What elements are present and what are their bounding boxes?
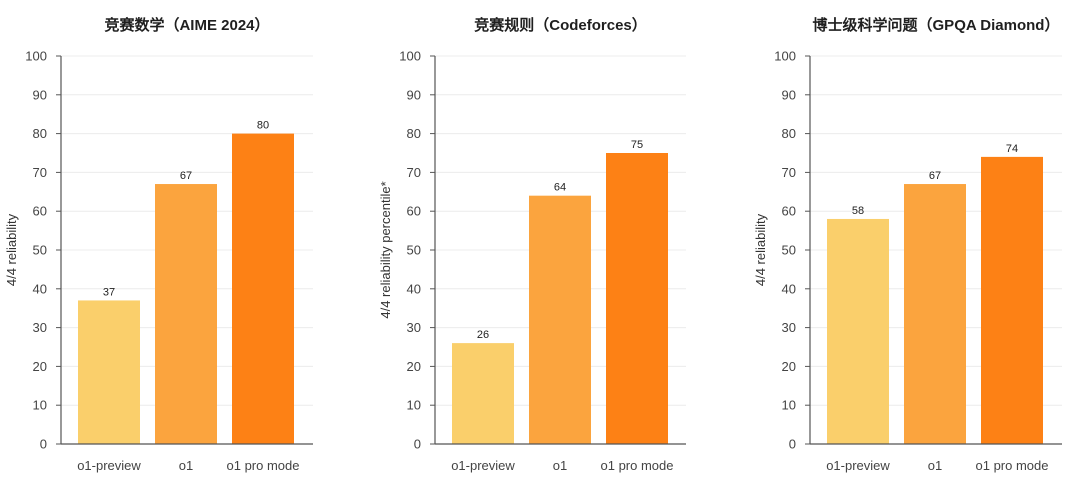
- y-tick-label: 10: [782, 398, 796, 413]
- bar-o1-pro-mode: [232, 133, 294, 444]
- data-label: 67: [929, 170, 941, 182]
- x-category-label: o1 pro mode: [976, 458, 1049, 473]
- y-tick-label: 100: [25, 49, 47, 64]
- chart-panel-2: 竞赛规则（Codeforces） 0 10 20 30 40 50 60 70 80 90 100 4/…: [378, 16, 686, 473]
- chart-panel-1: 竞赛数学（AIME 2024） 0 10 20 30 40 50 60 70 80 90 100 4/4…: [4, 16, 313, 473]
- x-category-label: o1 pro mode: [601, 458, 674, 473]
- y-tick-label: 0: [789, 437, 796, 452]
- y-tick-label: 90: [407, 87, 421, 102]
- x-category-label: o1 pro mode: [227, 458, 300, 473]
- y-tick-label: 30: [782, 320, 796, 335]
- y-tick-label: 100: [774, 49, 796, 64]
- bar-o1-preview: [827, 218, 889, 444]
- y-axis-label: 4/4 reliability percentile*: [378, 181, 393, 318]
- y-tick-label: 90: [782, 87, 796, 102]
- y-tick-label: 70: [782, 165, 796, 180]
- x-category-label: o1: [553, 458, 567, 473]
- y-tick-label: 20: [782, 359, 796, 374]
- y-tick-label: 80: [407, 126, 421, 141]
- y-tick-label: 90: [33, 87, 47, 102]
- y-tick-label: 100: [399, 49, 421, 64]
- x-category-label: o1: [928, 458, 942, 473]
- bar-o1: [155, 184, 217, 445]
- bar-o1-pro-mode: [981, 156, 1043, 444]
- y-tick-label: 80: [782, 126, 796, 141]
- y-tick-label: 40: [407, 281, 421, 296]
- bar-o1-pro-mode: [606, 153, 668, 444]
- chart-title: 博士级科学问题（GPQA Diamond）: [813, 16, 1060, 34]
- data-label: 67: [180, 170, 192, 182]
- y-tick-label: 60: [407, 204, 421, 219]
- x-category-label: o1-preview: [826, 458, 890, 473]
- y-tick-label: 70: [33, 165, 47, 180]
- data-label: 75: [631, 139, 643, 151]
- chart-panel-3: 博士级科学问题（GPQA Diamond） 0 10 20 30 40 50 60 70 80 90…: [753, 16, 1062, 473]
- data-label: 58: [852, 205, 864, 217]
- y-tick-label: 80: [33, 126, 47, 141]
- y-tick-label: 0: [414, 437, 421, 452]
- bar-o1-preview: [78, 300, 140, 444]
- y-axis-label: 4/4 reliability: [753, 213, 768, 286]
- y-tick-label: 50: [782, 243, 796, 258]
- y-tick-label: 10: [407, 398, 421, 413]
- chart-title: 竞赛数学（AIME 2024）: [104, 16, 269, 34]
- data-label: 26: [477, 329, 489, 341]
- y-tick-label: 20: [33, 359, 47, 374]
- data-label: 74: [1006, 143, 1018, 155]
- x-category-label: o1-preview: [451, 458, 515, 473]
- y-tick-label: 50: [407, 243, 421, 258]
- bar-o1-preview: [452, 343, 514, 444]
- y-tick-label: 10: [33, 398, 47, 413]
- bar-o1: [529, 195, 591, 444]
- x-category-label: o1: [179, 458, 193, 473]
- y-tick-label: 60: [33, 204, 47, 219]
- y-tick-label: 40: [782, 281, 796, 296]
- data-label: 37: [103, 286, 115, 298]
- data-label: 64: [554, 182, 566, 194]
- data-label: 80: [257, 120, 269, 132]
- bar-o1: [904, 184, 966, 445]
- y-tick-label: 30: [407, 320, 421, 335]
- y-tick-label: 60: [782, 204, 796, 219]
- y-tick-label: 40: [33, 281, 47, 296]
- y-tick-label: 70: [407, 165, 421, 180]
- chart-title: 竞赛规则（Codeforces）: [474, 16, 647, 34]
- y-tick-label: 50: [33, 243, 47, 258]
- y-tick-label: 0: [40, 437, 47, 452]
- x-category-label: o1-preview: [77, 458, 141, 473]
- y-tick-label: 20: [407, 359, 421, 374]
- y-tick-label: 30: [33, 320, 47, 335]
- y-axis-label: 4/4 reliability: [4, 213, 19, 286]
